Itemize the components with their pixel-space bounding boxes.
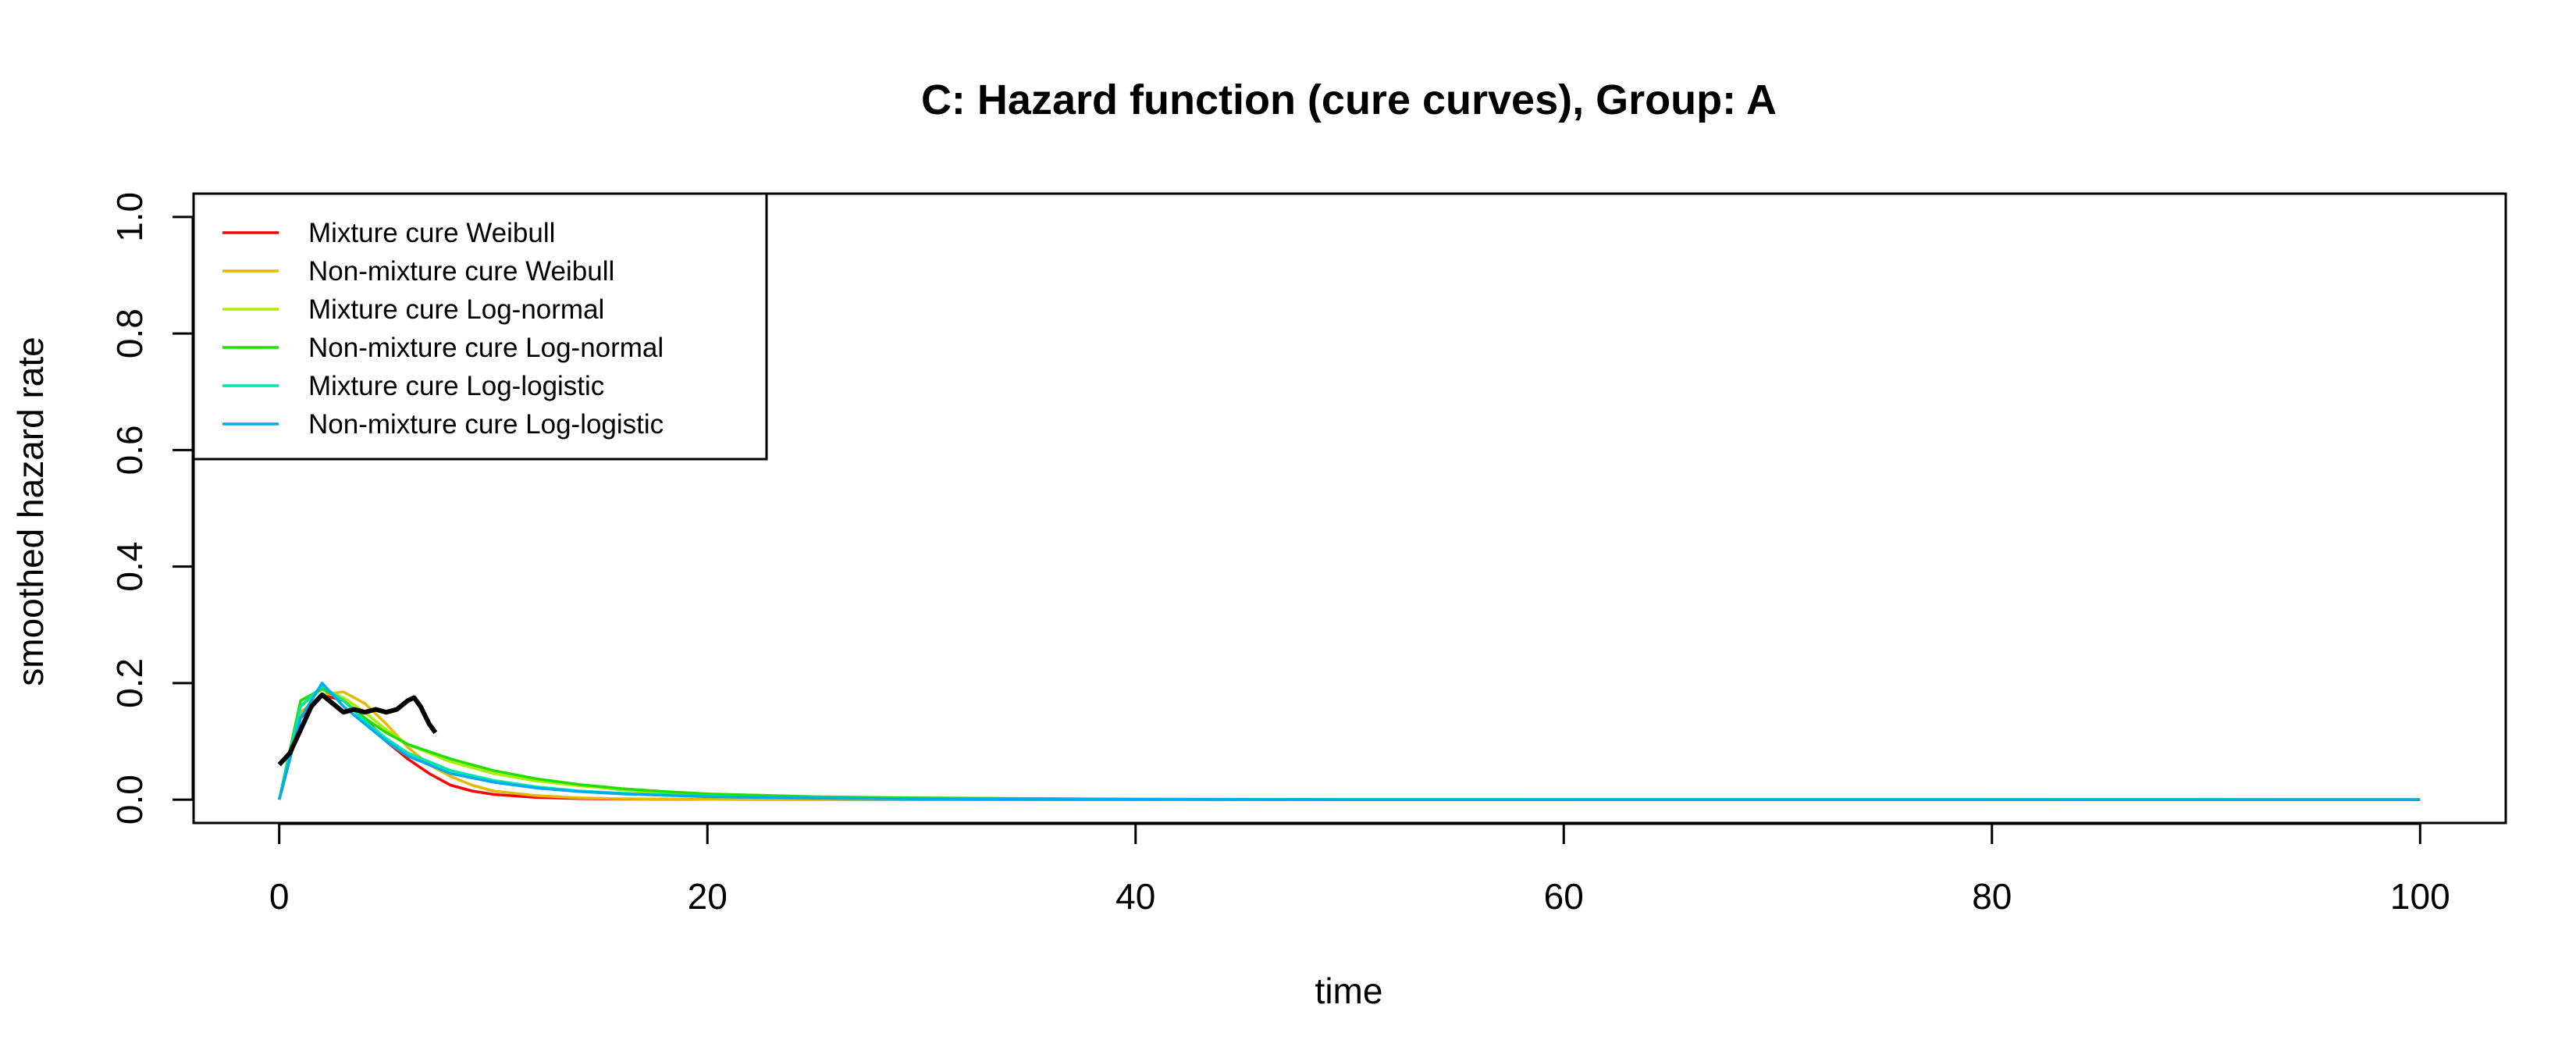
legend-label: Mixture cure Log-logistic [308,371,604,401]
y-tick-label: 1.0 [109,192,150,242]
y-tick-label: 0.8 [109,308,150,358]
series-line-5 [277,684,2421,801]
x-tick-label: 0 [269,876,290,917]
x-tick-label: 100 [2390,876,2450,917]
legend-label: Mixture cure Weibull [308,218,555,248]
legend-label: Non-mixture cure Weibull [308,256,614,287]
legend-label: Non-mixture cure Log-logistic [308,409,664,440]
x-tick-label: 20 [688,876,728,917]
legend-label: Mixture cure Log-normal [308,294,604,325]
observed-hazard-line [277,692,438,767]
series-line-3 [277,687,2421,801]
series-line-6 [278,682,2421,801]
x-tick-label: 80 [1972,876,2012,917]
series-line-2 [278,690,2421,801]
x-tick-label: 40 [1115,876,1155,917]
y-tick-label: 0.2 [109,658,150,708]
series-line-1 [278,693,2421,801]
y-tick-label: 0.4 [109,542,150,592]
chart-title: C: Hazard function (cure curves), Group:… [921,77,1777,123]
x-tick-label: 60 [1544,876,1584,917]
x-axis-label: time [1315,971,1383,1011]
x-axis: 0 20 40 60 80 100 [269,822,2450,917]
legend-box [192,192,768,461]
series-lines [277,682,2421,801]
y-axis: 0.0 0.2 0.4 0.6 0.8 1.0 [109,192,194,825]
legend-label: Non-mixture cure Log-normal [308,333,664,363]
y-axis-label: smoothed hazard rate [10,337,51,686]
series-line-4 [277,687,2421,801]
y-tick-label: 0.6 [109,425,150,475]
y-tick-label: 0.0 [109,775,150,825]
legend: Mixture cure Weibull Non-mixture cure Wei… [192,192,768,461]
